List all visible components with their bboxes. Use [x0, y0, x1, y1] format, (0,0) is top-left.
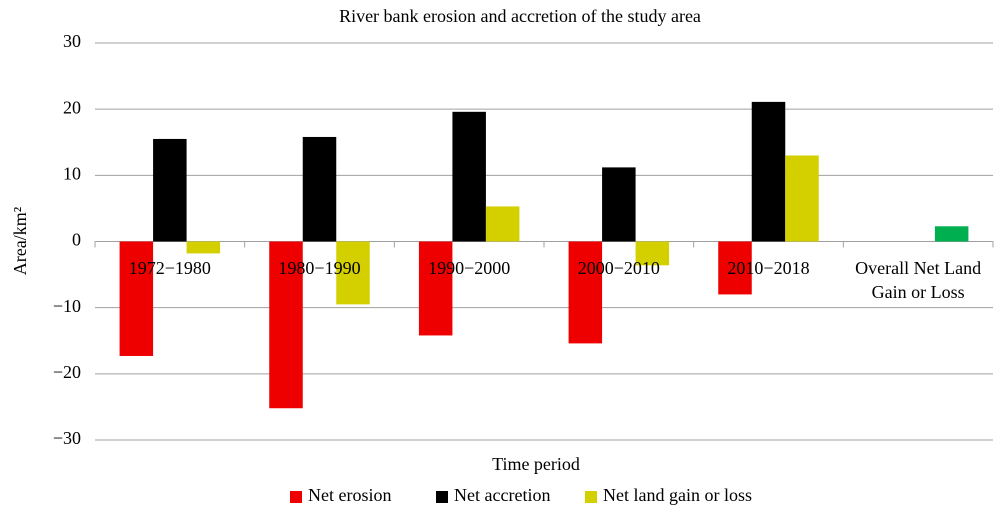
bar	[269, 241, 303, 409]
bar	[153, 138, 187, 242]
bar	[568, 241, 603, 344]
bar	[751, 101, 786, 242]
y-tick-label: −30	[53, 428, 81, 448]
chart-title: River bank erosion and accretion of the …	[339, 6, 701, 26]
bar	[934, 226, 969, 242]
y-axis-title: Area/km²	[10, 207, 30, 275]
bar	[485, 206, 520, 242]
bar	[452, 111, 486, 242]
bar	[186, 241, 221, 254]
y-tick-label: 0	[72, 230, 81, 250]
bar	[602, 167, 636, 242]
legend-label: Net erosion	[308, 485, 391, 505]
x-tick-label: 2010−2018	[727, 257, 810, 278]
y-tick-label: 20	[63, 97, 81, 117]
bar	[418, 241, 453, 336]
y-tick-label: 10	[63, 163, 81, 183]
bar	[785, 155, 819, 242]
y-tick-label: −10	[53, 296, 81, 316]
legend-label: Net accretion	[454, 485, 550, 505]
bar	[635, 241, 670, 266]
x-tick-label: 1990−2000	[428, 257, 511, 278]
bar	[302, 136, 337, 242]
bar	[718, 241, 752, 295]
x-tick-label: 1972−1980	[128, 257, 211, 278]
y-tick-label: −20	[53, 362, 81, 382]
bar	[336, 241, 370, 305]
x-tick-label: 1980−1990	[278, 257, 361, 278]
legend-label: Net land gain or loss	[603, 485, 752, 505]
x-axis-title: Time period	[492, 454, 580, 474]
x-tick-label: 2000−2010	[577, 257, 660, 278]
legend-swatch	[585, 491, 597, 503]
legend-swatch	[290, 491, 302, 503]
x-tick-label: Overall Net Land Gain or Loss	[855, 257, 982, 302]
bar	[119, 241, 154, 356]
y-tick-label: 30	[63, 31, 81, 51]
legend-swatch	[436, 491, 448, 503]
